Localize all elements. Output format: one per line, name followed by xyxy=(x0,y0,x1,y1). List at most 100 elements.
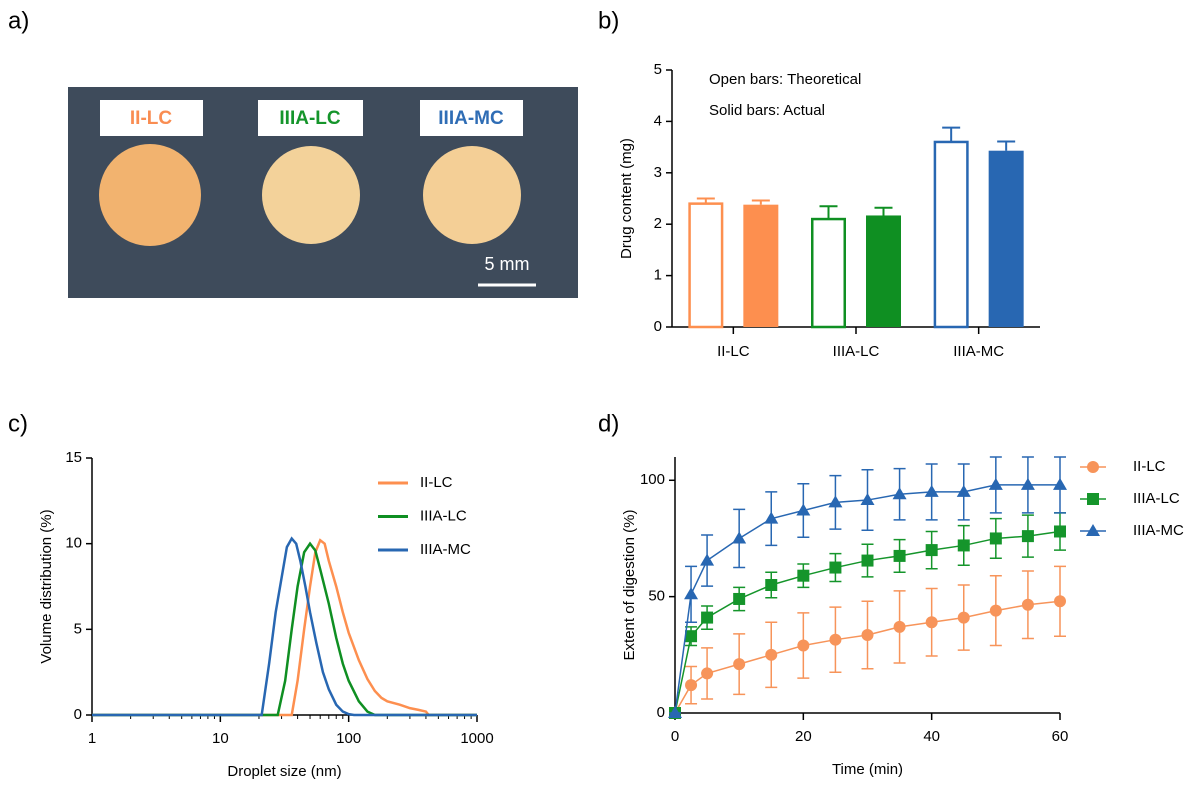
marker xyxy=(861,554,874,567)
y-tick-label: 15 xyxy=(65,449,82,466)
marker xyxy=(764,511,779,524)
error-bar xyxy=(874,206,893,216)
legend-label: IIIA-LC xyxy=(420,507,467,524)
marker xyxy=(957,539,970,552)
y-tick-label: 2 xyxy=(654,215,662,232)
photo-label: IIIA-LC xyxy=(279,108,340,129)
marker xyxy=(892,487,907,500)
scale-text: 5 mm xyxy=(485,254,530,274)
y-axis-label: Extent of digestion (%) xyxy=(621,510,638,661)
x-tick-label: 1 xyxy=(88,730,96,747)
series-line xyxy=(92,536,477,717)
marker xyxy=(1054,525,1066,538)
marker xyxy=(1021,530,1034,543)
annotation: Open bars: Theoretical xyxy=(709,71,861,88)
y-tick-label: 4 xyxy=(654,112,662,129)
bar xyxy=(933,140,969,329)
x-tick-label: 0 xyxy=(671,728,679,745)
error-bar xyxy=(751,199,770,205)
x-tick-label: IIIA-LC xyxy=(833,343,880,360)
marker xyxy=(1054,595,1066,608)
panel-label: b) xyxy=(598,7,619,34)
legend-label: IIIA-LC xyxy=(1133,490,1180,507)
y-axis-label: Volume distribution (%) xyxy=(38,509,55,663)
bar xyxy=(743,204,779,327)
marker xyxy=(989,604,1002,617)
y-tick-label: 1 xyxy=(654,267,662,284)
x-tick-label: 40 xyxy=(923,728,940,745)
marker xyxy=(796,503,811,516)
legend-marker xyxy=(1087,461,1099,473)
marker xyxy=(893,620,906,633)
bar xyxy=(866,215,901,327)
bar xyxy=(688,202,724,329)
y-tick-label: 10 xyxy=(65,535,82,552)
marker xyxy=(860,493,875,506)
y-axis-label: Drug content (mg) xyxy=(618,138,635,259)
legend-label: IIIA-MC xyxy=(1133,522,1184,539)
photo-label: II-LC xyxy=(130,108,172,129)
marker xyxy=(861,629,874,642)
marker xyxy=(1020,477,1035,490)
marker xyxy=(765,648,778,661)
y-tick-label: 100 xyxy=(640,471,665,488)
marker xyxy=(684,587,699,600)
marker xyxy=(685,630,698,643)
marker xyxy=(797,639,810,652)
marker xyxy=(924,484,939,497)
marker xyxy=(988,477,1003,490)
marker xyxy=(925,544,938,557)
annotation: Solid bars: Actual xyxy=(709,102,825,119)
y-tick-label: 0 xyxy=(657,704,665,721)
marker xyxy=(733,658,746,671)
y-tick-label: 3 xyxy=(654,164,662,181)
legend-label: II-LC xyxy=(420,474,453,491)
panel-label: d) xyxy=(598,410,619,437)
marker xyxy=(989,532,1002,545)
legend-label: IIIA-MC xyxy=(420,541,471,558)
y-tick-label: 0 xyxy=(74,706,82,723)
error-bar xyxy=(942,126,961,142)
tablet xyxy=(423,146,521,244)
panel-label: a) xyxy=(8,7,29,34)
marker xyxy=(685,679,698,692)
tablet xyxy=(99,144,201,246)
series-line xyxy=(674,484,1060,714)
y-tick-label: 50 xyxy=(648,588,665,605)
marker xyxy=(925,616,938,629)
marker xyxy=(733,592,746,605)
bar xyxy=(988,150,1024,327)
y-tick-label: 0 xyxy=(654,318,662,335)
error-bar xyxy=(997,140,1016,151)
label-box xyxy=(100,100,203,136)
marker xyxy=(701,667,714,680)
photo-label: IIIA-MC xyxy=(438,108,504,129)
marker xyxy=(701,611,714,624)
x-tick-label: 10 xyxy=(212,730,229,747)
bar xyxy=(811,217,846,329)
marker xyxy=(797,569,810,582)
marker xyxy=(1053,477,1067,490)
marker xyxy=(1021,598,1034,611)
legend-label: II-LC xyxy=(1133,458,1166,475)
x-tick-label: 100 xyxy=(336,730,361,747)
marker xyxy=(829,561,842,574)
label-box xyxy=(420,100,523,136)
marker xyxy=(957,611,970,624)
x-tick-label: 1000 xyxy=(460,730,493,747)
legend-marker xyxy=(1086,524,1100,536)
y-tick-label: 5 xyxy=(654,61,662,78)
marker xyxy=(893,549,906,562)
x-tick-label: II-LC xyxy=(717,343,750,360)
x-tick-label: IIIA-MC xyxy=(953,343,1004,360)
tablet xyxy=(262,146,360,244)
x-tick-label: 60 xyxy=(1052,728,1069,745)
error-bar xyxy=(819,205,838,220)
marker xyxy=(829,633,842,646)
x-tick-label: 20 xyxy=(795,728,812,745)
marker xyxy=(668,706,682,718)
y-tick-label: 5 xyxy=(74,620,82,637)
x-axis-label: Time (min) xyxy=(832,761,903,778)
marker xyxy=(956,484,971,497)
